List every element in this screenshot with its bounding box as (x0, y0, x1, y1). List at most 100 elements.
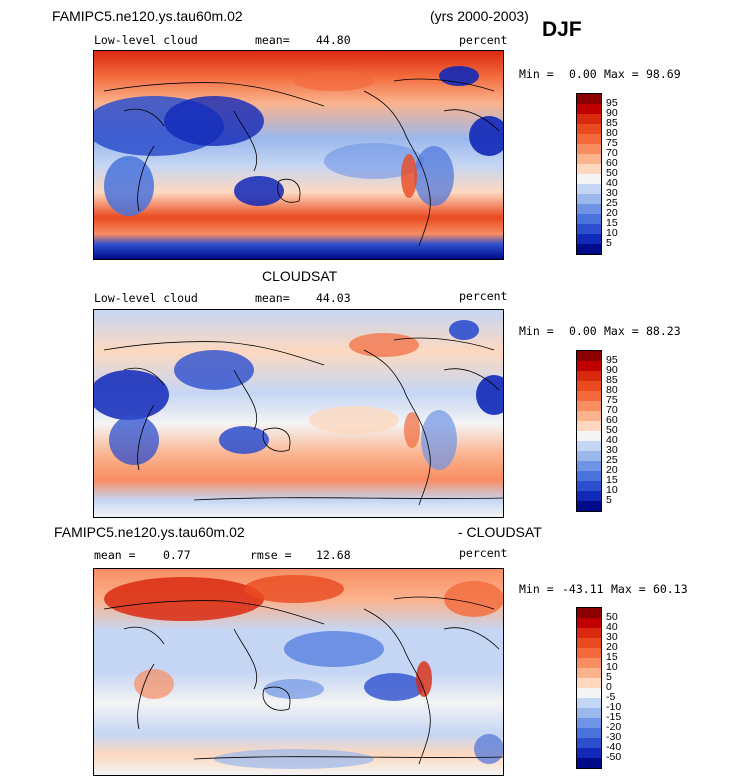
panel2-min-value: 0.00 (569, 324, 597, 338)
panel1-mean-value: 44.80 (316, 33, 351, 47)
colorbar-tick-label: 0 (606, 681, 612, 693)
colorbar-tick-label: -30 (606, 731, 622, 743)
panel2-variable: Low-level cloud (94, 291, 198, 305)
colorbar-swatch (577, 618, 601, 628)
colorbar-swatch (577, 678, 601, 688)
colorbar-tick-label: 95 (606, 97, 618, 109)
panel3-rmse-label: rmse = (250, 548, 292, 562)
colorbar-swatch (577, 441, 601, 451)
panel3-max-label: Max = (611, 582, 646, 596)
colorbar-tick-label: 60 (606, 157, 618, 169)
colorbar-tick-label: 80 (606, 127, 618, 139)
colorbar-tick-label: 5 (606, 237, 612, 249)
panel3-mean-value: 0.77 (163, 548, 191, 562)
colorbar-swatch (577, 481, 601, 491)
panel1-map (93, 50, 504, 260)
colorbar-tick-label: 20 (606, 464, 618, 476)
colorbar-tick-label: 15 (606, 474, 618, 486)
colorbar-tick-label: 40 (606, 621, 618, 633)
colorbar-tick-label: 30 (606, 444, 618, 456)
panel3-rmse-value: 12.68 (316, 548, 351, 562)
season-label: DJF (542, 18, 582, 41)
colorbar-tick-label: 90 (606, 107, 618, 119)
panel1-variable: Low-level cloud (94, 33, 198, 47)
colorbar-swatch (577, 204, 601, 214)
panel2-map (93, 309, 504, 518)
panel1-min-value: 0.00 (569, 67, 597, 81)
colorbar-swatch (577, 361, 601, 371)
colorbar-tick-label: 75 (606, 137, 618, 149)
colorbar-swatch (577, 758, 601, 768)
colorbar-tick-label: 5 (606, 671, 612, 683)
colorbar-tick-label: 85 (606, 374, 618, 386)
colorbar-swatch (577, 381, 601, 391)
panel1-min-label: Min = (519, 67, 554, 81)
colorbar-tick-label: 10 (606, 227, 618, 239)
colorbar-tick-label: 40 (606, 177, 618, 189)
colorbar-swatch (577, 728, 601, 738)
panel2-colorbar (576, 350, 602, 512)
colorbar-tick-label: 50 (606, 611, 618, 623)
model-title: FAMIPC5.ne120.ys.tau60m.02 (52, 8, 243, 24)
colorbar-tick-label: 10 (606, 661, 618, 673)
colorbar-tick-label: 75 (606, 394, 618, 406)
colorbar-tick-label: 70 (606, 404, 618, 416)
colorbar-tick-label: -5 (606, 691, 616, 703)
colorbar-tick-label: 95 (606, 354, 618, 366)
colorbar-swatch (577, 244, 601, 254)
colorbar-tick-label: 20 (606, 207, 618, 219)
panel2-mean-value: 44.03 (316, 291, 351, 305)
panel3-colorbar (576, 607, 602, 769)
colorbar-swatch (577, 698, 601, 708)
colorbar-swatch (577, 608, 601, 618)
colorbar-tick-label: 40 (606, 434, 618, 446)
panel3-min-value: -43.11 (562, 582, 604, 596)
colorbar-swatch (577, 708, 601, 718)
colorbar-swatch (577, 144, 601, 154)
panel2-max-value: 88.23 (646, 324, 681, 338)
panel3-map (93, 568, 504, 776)
panel3-map-field (94, 569, 503, 775)
colorbar-tick-label: 90 (606, 364, 618, 376)
panel1-mean-label: mean= (255, 33, 290, 47)
colorbar-swatch (577, 114, 601, 124)
panel3-units: percent (459, 546, 508, 560)
colorbar-swatch (577, 718, 601, 728)
panel1-map-field (94, 51, 503, 259)
panel3-min-label: Min = (519, 582, 554, 596)
colorbar-swatch (577, 648, 601, 658)
colorbar-swatch (577, 431, 601, 441)
colorbar-tick-label: 30 (606, 631, 618, 643)
colorbar-swatch (577, 401, 601, 411)
panel1-max-value: 98.69 (646, 67, 681, 81)
colorbar-tick-label: 60 (606, 414, 618, 426)
colorbar-swatch (577, 234, 601, 244)
colorbar-swatch (577, 94, 601, 104)
colorbar-swatch (577, 184, 601, 194)
colorbar-swatch (577, 371, 601, 381)
colorbar-tick-label: 30 (606, 187, 618, 199)
colorbar-tick-label: 15 (606, 651, 618, 663)
colorbar-tick-label: 80 (606, 384, 618, 396)
colorbar-tick-label: 85 (606, 117, 618, 129)
colorbar-tick-label: 5 (606, 494, 612, 506)
panel3-max-value: 60.13 (653, 582, 688, 596)
years-label: (yrs 2000-2003) (430, 8, 529, 24)
panel2-min-label: Min = (519, 324, 554, 338)
panel3-mean-label: mean = (94, 548, 136, 562)
colorbar-tick-label: -15 (606, 711, 622, 723)
panel3-title-left: FAMIPC5.ne120.ys.tau60m.02 (54, 524, 245, 540)
colorbar-swatch (577, 224, 601, 234)
colorbar-swatch (577, 658, 601, 668)
colorbar-swatch (577, 134, 601, 144)
panel2-mean-label: mean= (255, 291, 290, 305)
colorbar-swatch (577, 461, 601, 471)
colorbar-swatch (577, 471, 601, 481)
colorbar-swatch (577, 391, 601, 401)
colorbar-tick-label: 25 (606, 197, 618, 209)
panel1-units: percent (459, 33, 508, 47)
colorbar-tick-label: -20 (606, 721, 622, 733)
colorbar-swatch (577, 491, 601, 501)
colorbar-swatch (577, 421, 601, 431)
panel3-title-right: - CLOUDSAT (458, 524, 542, 540)
